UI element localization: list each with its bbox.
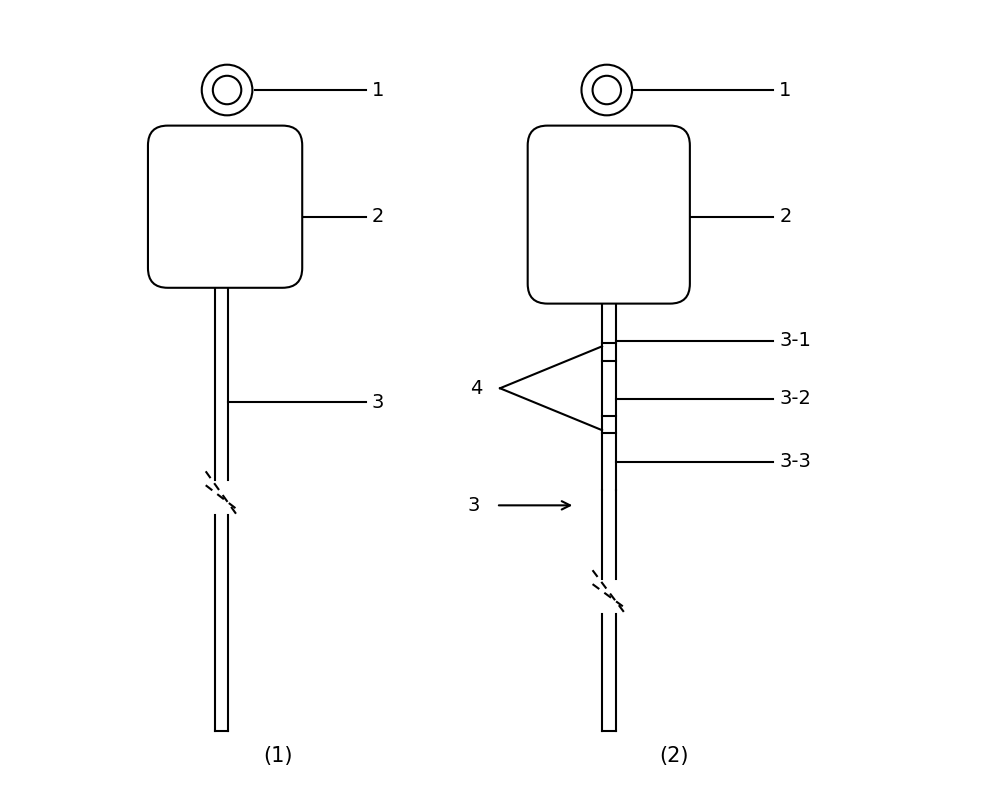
Text: 3-1: 3-1 bbox=[779, 332, 811, 350]
Text: 1: 1 bbox=[779, 80, 792, 100]
Text: 2: 2 bbox=[372, 207, 384, 226]
Text: (2): (2) bbox=[659, 746, 689, 766]
FancyBboxPatch shape bbox=[148, 126, 302, 288]
Text: 3-3: 3-3 bbox=[779, 452, 811, 472]
Text: (1): (1) bbox=[264, 746, 293, 766]
FancyBboxPatch shape bbox=[602, 416, 616, 433]
Text: 3-2: 3-2 bbox=[779, 389, 811, 408]
FancyBboxPatch shape bbox=[602, 343, 616, 361]
Text: 2: 2 bbox=[779, 207, 792, 226]
Text: 1: 1 bbox=[372, 80, 384, 100]
Text: 3: 3 bbox=[372, 393, 384, 412]
FancyBboxPatch shape bbox=[528, 126, 690, 303]
Text: 3: 3 bbox=[468, 496, 480, 515]
Text: 4: 4 bbox=[470, 379, 483, 398]
